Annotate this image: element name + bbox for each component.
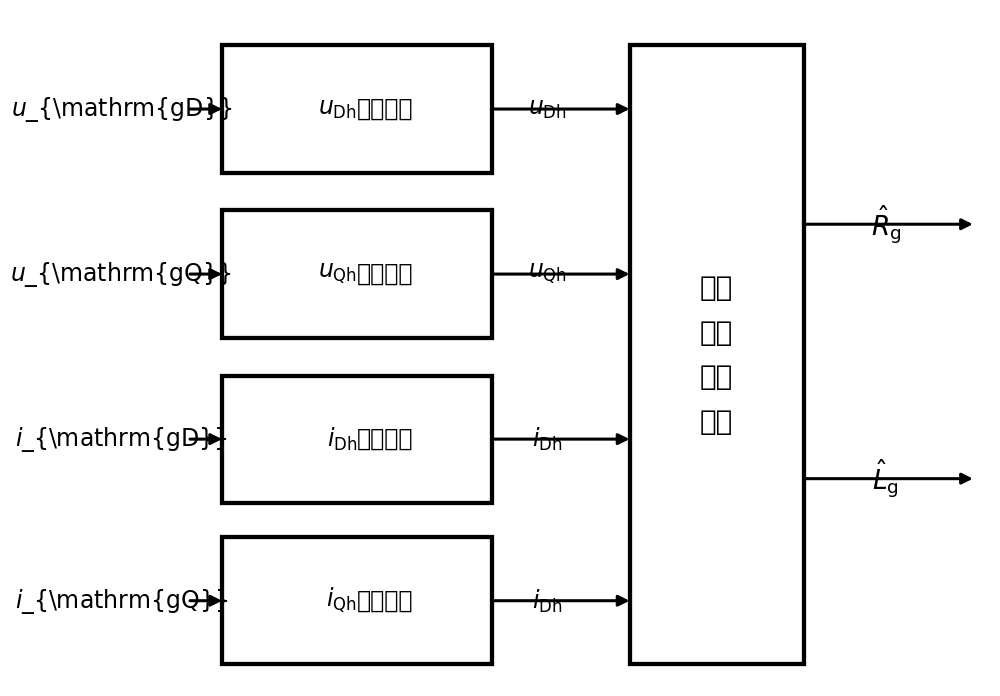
Text: 提取模块: 提取模块 — [357, 262, 414, 286]
Bar — [222, 210, 492, 338]
Text: $u_{\mathrm{Qh}}$: $u_{\mathrm{Qh}}$ — [318, 262, 357, 286]
Text: $\hat{R}_{\mathrm{g}}$: $\hat{R}_{\mathrm{g}}$ — [871, 203, 901, 246]
Text: 计算: 计算 — [700, 363, 733, 391]
Text: $i_{\mathrm{Dh}}$: $i_{\mathrm{Dh}}$ — [532, 587, 562, 615]
Bar — [222, 537, 492, 664]
Bar — [630, 45, 804, 664]
Text: $u$_{\mathrm{gD}}: $u$_{\mathrm{gD}} — [11, 95, 232, 124]
Text: 电网: 电网 — [700, 274, 733, 302]
Text: $u_{\mathrm{Qh}}$: $u_{\mathrm{Qh}}$ — [528, 262, 567, 287]
Text: 提取模块: 提取模块 — [357, 427, 414, 451]
Bar — [222, 45, 492, 173]
Text: $i$_{\mathrm{gQ}}: $i$_{\mathrm{gQ}} — [15, 587, 228, 615]
Text: 提取模块: 提取模块 — [357, 97, 414, 121]
Text: $i_{\mathrm{Dh}}$: $i_{\mathrm{Dh}}$ — [327, 425, 357, 452]
Text: $i$_{\mathrm{gD}}: $i$_{\mathrm{gD}} — [15, 425, 228, 454]
Text: $i_{\mathrm{Dh}}$: $i_{\mathrm{Dh}}$ — [532, 426, 562, 453]
Bar — [222, 376, 492, 503]
Text: 阻抗: 阻抗 — [700, 319, 733, 347]
Text: $u$_{\mathrm{gQ}}: $u$_{\mathrm{gQ}} — [10, 260, 232, 289]
Text: 模块: 模块 — [700, 408, 733, 436]
Text: $i_{\mathrm{Qh}}$: $i_{\mathrm{Qh}}$ — [326, 586, 357, 615]
Text: $\hat{L}_{\mathrm{g}}$: $\hat{L}_{\mathrm{g}}$ — [872, 457, 899, 500]
Text: $u_{\mathrm{Dh}}$: $u_{\mathrm{Dh}}$ — [528, 97, 567, 121]
Text: $u_{\mathrm{Dh}}$: $u_{\mathrm{Dh}}$ — [318, 97, 357, 121]
Text: 提取模块: 提取模块 — [357, 589, 414, 612]
